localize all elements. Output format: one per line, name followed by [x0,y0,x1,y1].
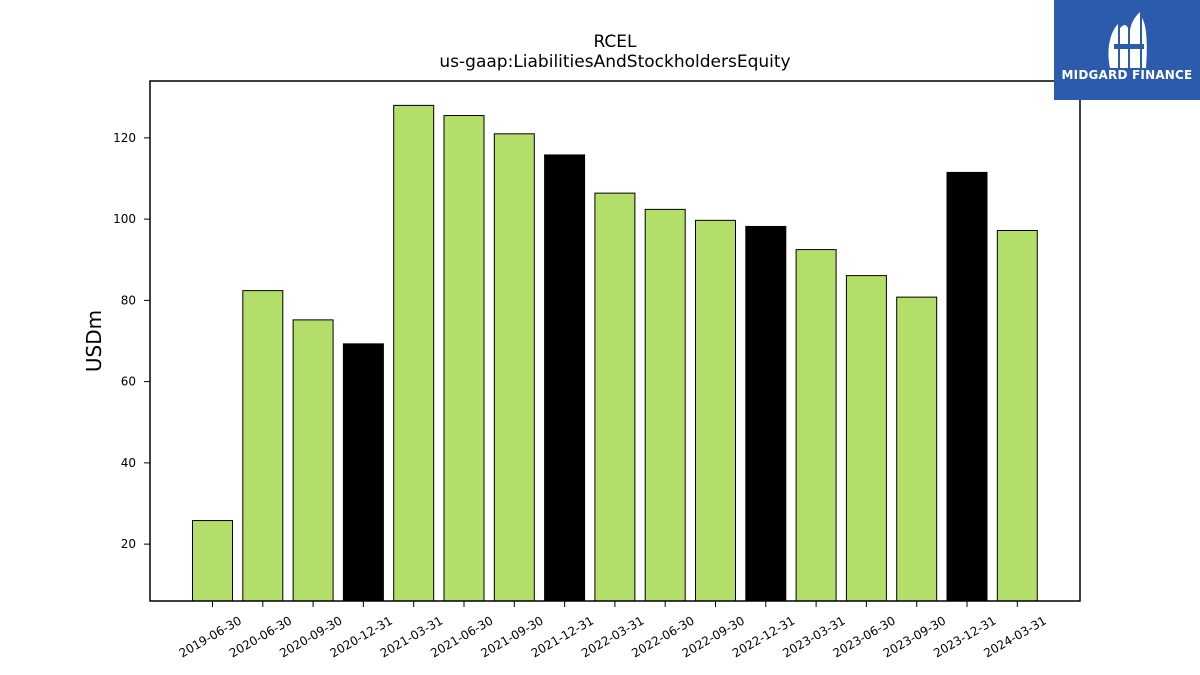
chart-title: RCEL [593,32,637,52]
bar-2020-12-31 [342,343,384,602]
bar-2022-06-30 [644,208,686,602]
logo-text: MIDGARD FINANCE [1061,68,1193,82]
y-tick-label: 20 [121,537,136,551]
y-axis-label: USDm [82,310,106,372]
bar-2021-12-31 [544,154,586,602]
plot-frame [149,80,1081,602]
bar-2021-09-30 [493,133,535,602]
midgard-logo-icon [1108,12,1147,68]
bar-2021-03-31 [393,104,435,602]
y-tick-label: 120 [113,131,136,145]
bar-2022-03-31 [594,192,636,602]
bar-2020-09-30 [292,319,334,602]
y-tick-label: 40 [121,456,136,470]
brand-logo: MIDGARD FINANCE [1054,0,1200,100]
y-tick-label: 100 [113,212,136,226]
y-tick-label: 60 [121,375,136,389]
bars-group [192,104,1038,602]
bar-2023-03-31 [795,249,837,602]
x-axis: 2019-06-302020-06-302020-09-302020-12-31… [177,601,1049,660]
bar-2022-12-31 [745,225,787,602]
bar-2022-09-30 [695,219,736,602]
bar-2023-06-30 [845,275,887,602]
y-tick-label: 80 [121,293,136,307]
bar-2021-06-30 [443,115,485,602]
bar-2024-03-31 [996,230,1038,602]
chart-subtitle: us-gaap:LiabilitiesAndStockholdersEquity [439,52,791,72]
bar-2019-06-30 [192,520,233,602]
bar-2023-09-30 [896,296,938,602]
bar-2023-12-31 [946,171,988,602]
y-axis: 20 40 60 80 100 120 [113,131,150,551]
bar-2020-06-30 [242,290,284,602]
